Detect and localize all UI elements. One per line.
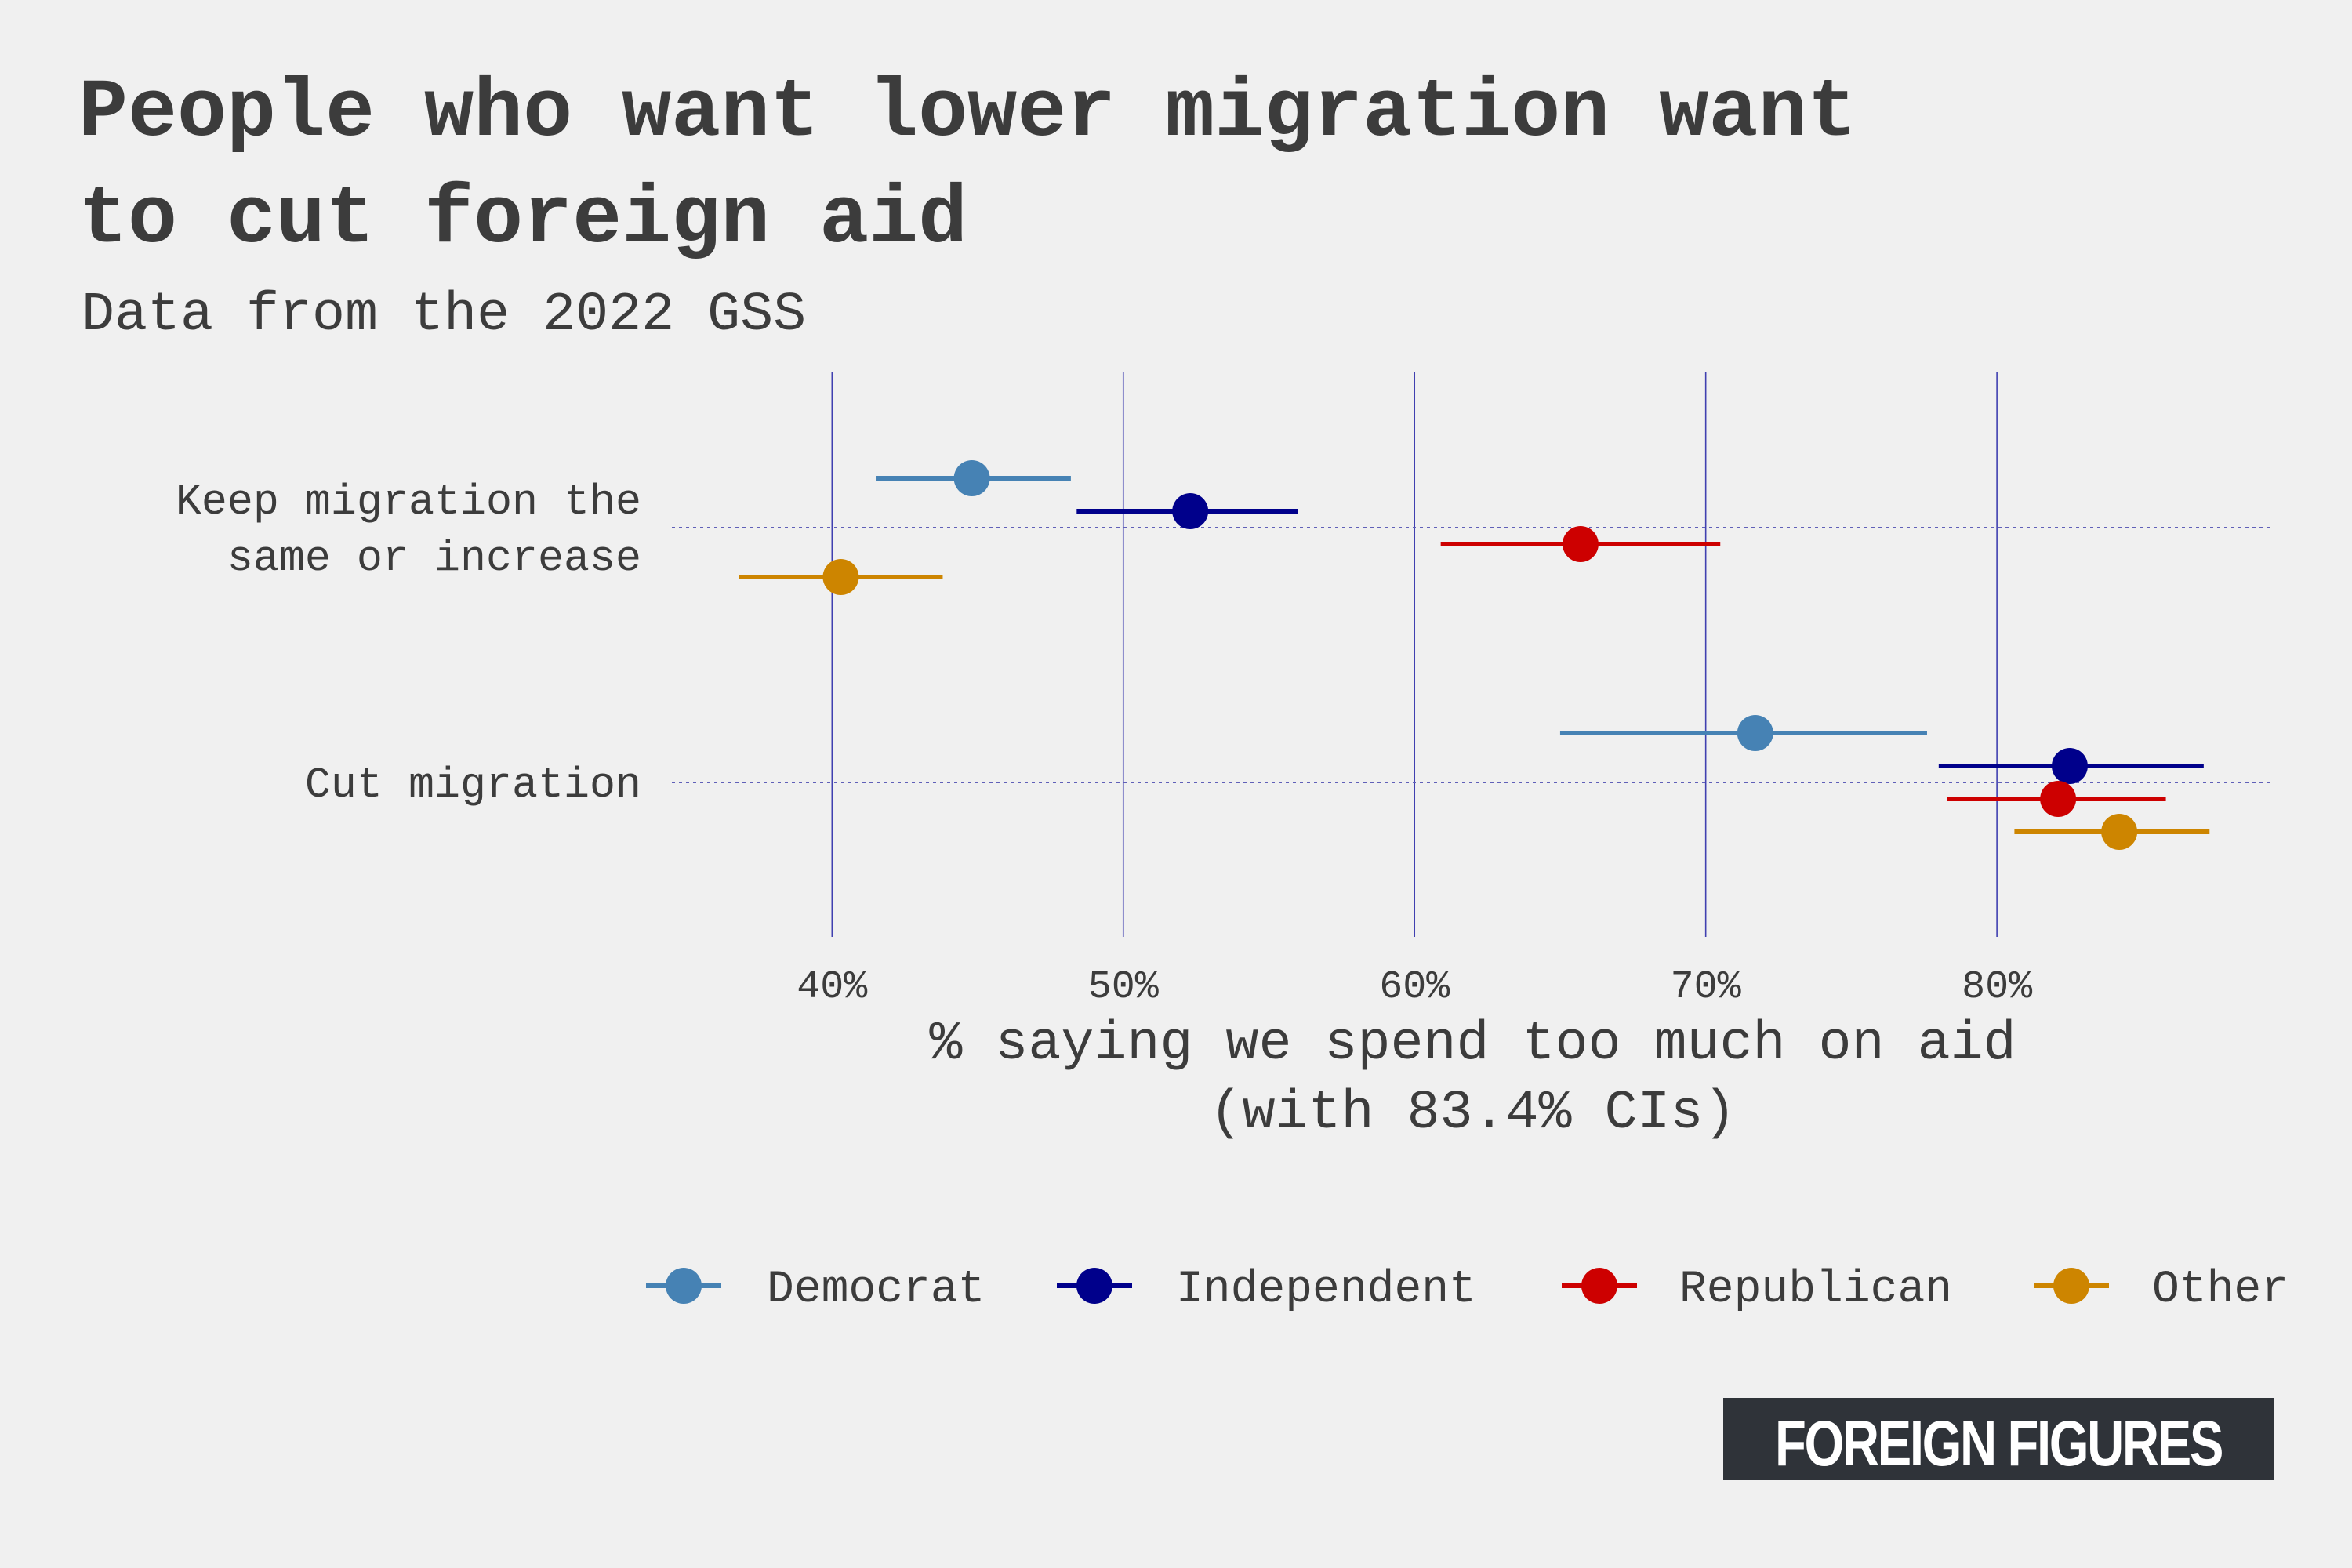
legend-key-point [1076, 1268, 1112, 1304]
legend-key-point [2053, 1268, 2089, 1304]
chart-title-line-1: People who want lower migration want [78, 67, 1857, 160]
data-point [953, 460, 990, 496]
data-point [1737, 715, 1773, 751]
category-label: same or increase [227, 534, 641, 583]
x-axis-title: % saying we spend too much on aid [929, 1014, 2016, 1076]
plot-area: 40% 50% 60% 70% 80% Keep migration the same or… [176, 372, 2274, 1145]
x-tick-label: 40% [797, 965, 868, 1010]
x-tick-label: 60% [1379, 965, 1450, 1010]
brand-logo-background [1723, 1398, 2274, 1480]
x-axis-subtitle: (with 83.4% CIs) [1209, 1083, 1736, 1145]
data-point [1562, 526, 1599, 562]
legend-key-point [666, 1268, 702, 1304]
chart-title-line-2: to cut foreign aid [78, 173, 967, 267]
chart-subtitle: Data from the 2022 GSS [82, 285, 806, 347]
data-point [2051, 748, 2088, 784]
legend-label: Democrat [767, 1265, 985, 1316]
data-point [1172, 493, 1209, 529]
x-tick-label: 80% [1962, 965, 2033, 1010]
legend-label: Independent [1176, 1265, 1476, 1316]
data-point [822, 559, 859, 595]
x-tick-label: 70% [1671, 965, 1742, 1010]
data-point [2101, 814, 2138, 850]
legend-label: Republican [1679, 1265, 1952, 1316]
category-label: Cut migration [305, 760, 641, 810]
brand-logo-text: FOREIGN FIGURES [1775, 1408, 2222, 1479]
legend-key-point [1581, 1268, 1617, 1304]
legend-label: Other [2152, 1265, 2288, 1316]
x-tick-label: 50% [1088, 965, 1160, 1010]
legend: Democrat Independent Republican Other [646, 1265, 2288, 1316]
data-point [2040, 781, 2077, 817]
brand-logo: FOREIGN FIGURES [1723, 1398, 2274, 1480]
category-label: Keep migration the [176, 477, 641, 527]
